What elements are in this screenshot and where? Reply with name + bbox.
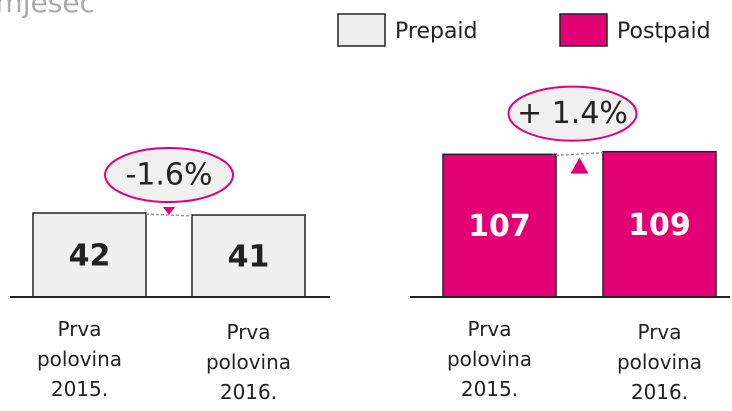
legend-label: Postpaid	[617, 19, 711, 44]
change-label: -1.6%	[125, 158, 212, 193]
bar	[191, 214, 306, 298]
bar	[442, 153, 557, 298]
x-tick-line: Prva	[57, 317, 101, 341]
x-tick-line: 2016.	[220, 380, 277, 404]
value-label: 42	[69, 239, 111, 274]
bar	[602, 150, 717, 298]
legend-label: Prepaid	[395, 19, 478, 44]
x-tick-label: Prva polovina 2016.	[617, 320, 702, 404]
x-tick-line: polovina	[206, 350, 291, 374]
x-tick-line: polovina	[37, 347, 122, 371]
x-tick-line: Prva	[637, 320, 681, 344]
change-bubble	[104, 147, 234, 203]
change-label: + 1.4%	[517, 96, 628, 131]
change-arrow	[163, 207, 175, 215]
bar	[32, 212, 147, 298]
x-tick-line: Prva	[467, 317, 511, 341]
x-tick-label: Prva polovina 2015.	[37, 317, 122, 401]
change-connector	[145, 213, 193, 217]
x-tick-label: Prva polovina 2016.	[206, 320, 291, 404]
x-tick-line: 2016.	[631, 380, 688, 404]
legend-swatch	[559, 13, 608, 47]
x-tick-line: Prva	[226, 320, 270, 344]
change-arrow	[570, 157, 589, 174]
x-tick-line: 2015.	[461, 377, 518, 401]
legend-swatch	[337, 13, 386, 47]
page-title: /mjesec	[0, 0, 95, 19]
change-connector	[555, 151, 604, 157]
value-label: 109	[628, 208, 691, 243]
x-tick-line: polovina	[617, 350, 702, 374]
value-label: 107	[468, 209, 531, 244]
change-bubble	[507, 85, 638, 142]
x-tick-line: 2015.	[51, 377, 108, 401]
x-tick-label: Prva polovina 2015.	[447, 317, 532, 401]
value-label: 41	[228, 240, 270, 275]
x-tick-line: polovina	[447, 347, 532, 371]
